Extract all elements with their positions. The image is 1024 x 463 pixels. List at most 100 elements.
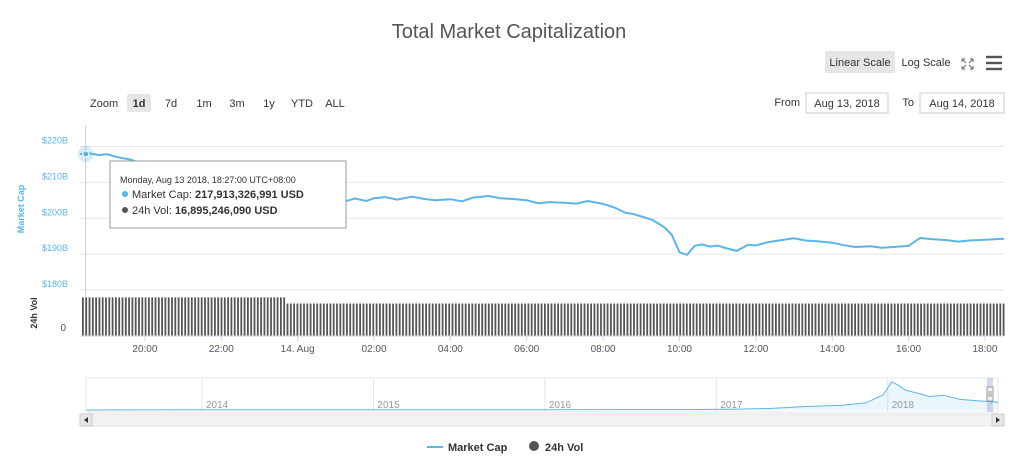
- vol-axis-title: 24h Vol: [29, 297, 39, 328]
- volume-bar: [537, 303, 540, 336]
- volume-bar: [722, 303, 724, 336]
- volume-bar: [276, 297, 279, 336]
- volume-bar: [953, 303, 955, 336]
- from-date-input[interactable]: Aug 13, 2018: [814, 98, 879, 110]
- volume-bar: [286, 303, 289, 336]
- volume-bar: [821, 303, 823, 336]
- fullscreen-icon[interactable]: [961, 58, 974, 70]
- zoom-button-all[interactable]: ALL: [325, 98, 345, 110]
- volume-bar: [82, 297, 84, 336]
- volume-bar: [771, 303, 774, 336]
- volume-bar: [969, 303, 972, 336]
- y-axis-title: Market Cap: [16, 184, 26, 233]
- volume-bar: [128, 297, 130, 336]
- linear-scale-button-bg[interactable]: [825, 51, 895, 73]
- volume-bar: [233, 297, 236, 336]
- volume-bar: [382, 303, 385, 336]
- volume-bar: [184, 297, 187, 336]
- scrollbar-track[interactable]: [79, 413, 1005, 427]
- legend-vol-dot[interactable]: [529, 441, 539, 451]
- volume-bar: [95, 297, 97, 336]
- volume-bar: [85, 297, 88, 336]
- x-tick-label: 04:00: [438, 344, 463, 355]
- volume-bar: [141, 297, 144, 336]
- from-date-input-box[interactable]: [805, 92, 889, 114]
- volume-bar: [784, 303, 787, 336]
- volume-bar: [520, 303, 523, 336]
- navigator-handle[interactable]: [986, 386, 994, 402]
- volume-bar: [847, 303, 850, 336]
- volume-bar: [362, 303, 365, 336]
- volume-bar: [471, 303, 474, 336]
- volume-bar: [712, 303, 715, 336]
- zoom-button-1m[interactable]: 1m: [196, 98, 211, 110]
- volume-bar: [831, 303, 833, 336]
- scrollbar[interactable]: [79, 413, 1005, 427]
- volume-bar: [484, 303, 487, 336]
- volume-bar: [157, 297, 160, 336]
- volume-bar: [728, 303, 731, 336]
- volume-bar: [837, 303, 840, 336]
- volume-bar: [860, 303, 863, 336]
- volume-bar: [237, 297, 239, 336]
- volume-bar: [372, 303, 375, 336]
- tooltip: Monday, Aug 13 2018, 18:27:00 UTC+08:00 …: [109, 160, 347, 229]
- volume-bar: [669, 303, 672, 336]
- linear-scale-button[interactable]: Linear Scale: [829, 57, 890, 69]
- volume-bar: [247, 297, 249, 336]
- volume-bar: [748, 303, 751, 336]
- volume-bar: [702, 303, 705, 336]
- volume-bar: [798, 303, 800, 336]
- zoom-button-bg-1d[interactable]: [127, 94, 151, 112]
- menu-icon[interactable]: [986, 55, 1002, 71]
- volume-bar: [207, 297, 210, 336]
- volume-bar: [101, 297, 104, 336]
- legend-vol[interactable]: 24h Vol: [545, 442, 583, 454]
- tooltip-market-cap-label: Market Cap:: [132, 189, 192, 201]
- volume-bar: [765, 303, 767, 336]
- zoom-button-3m[interactable]: 3m: [229, 98, 244, 110]
- volume-bar: [926, 303, 929, 336]
- navigator-area[interactable]: [85, 377, 999, 413]
- zoom-button-1d[interactable]: 1d: [133, 98, 146, 110]
- volume-bar: [649, 303, 652, 336]
- volume-bar: [794, 303, 797, 336]
- navigator-tick-label: 2015: [377, 400, 400, 411]
- zoom-button-ytd[interactable]: YTD: [291, 98, 313, 110]
- zoom-button-7d[interactable]: 7d: [165, 98, 177, 110]
- volume-bar: [395, 303, 398, 336]
- volume-bar: [903, 303, 906, 336]
- volume-bar: [210, 297, 213, 336]
- log-scale-button[interactable]: Log Scale: [902, 57, 951, 69]
- volume-bar: [491, 303, 493, 336]
- to-date-input[interactable]: Aug 14, 2018: [929, 98, 994, 110]
- x-tick-label: 12:00: [743, 344, 768, 355]
- volume-bar: [392, 303, 394, 336]
- volume-bar: [359, 303, 361, 336]
- volume-bar: [197, 297, 200, 336]
- to-date-input-box[interactable]: [919, 92, 1005, 114]
- zoom-button-1y[interactable]: 1y: [263, 98, 275, 110]
- x-axis-ticks: 20:00 22:00 14. Aug 02:00 04:00 06:00 08:00 10:…: [132, 336, 998, 355]
- scroll-right-arrow-icon[interactable]: [996, 417, 1000, 423]
- volume-bar: [916, 303, 919, 336]
- volume-bar: [791, 303, 794, 336]
- volume-bar: [355, 303, 358, 336]
- scroll-left-arrow-icon[interactable]: [84, 417, 88, 423]
- volume-bar: [115, 297, 117, 336]
- navigator[interactable]: 2014 2015 2016 2017 2018: [85, 377, 999, 413]
- volume-bar: [817, 303, 820, 336]
- volume-bar: [775, 303, 777, 336]
- legend-market-cap[interactable]: Market Cap: [448, 442, 508, 454]
- volume-bar: [319, 303, 322, 336]
- volume-bar: [907, 303, 909, 336]
- volume-bar: [217, 297, 220, 336]
- volume-bar: [725, 303, 728, 336]
- volume-bar: [897, 303, 899, 336]
- x-tick-label: 14. Aug: [281, 344, 315, 355]
- volume-bar: [804, 303, 807, 336]
- volume-bar: [596, 303, 599, 336]
- volume-bar: [540, 303, 543, 336]
- volume-bar: [742, 303, 744, 336]
- volume-bar: [808, 303, 810, 336]
